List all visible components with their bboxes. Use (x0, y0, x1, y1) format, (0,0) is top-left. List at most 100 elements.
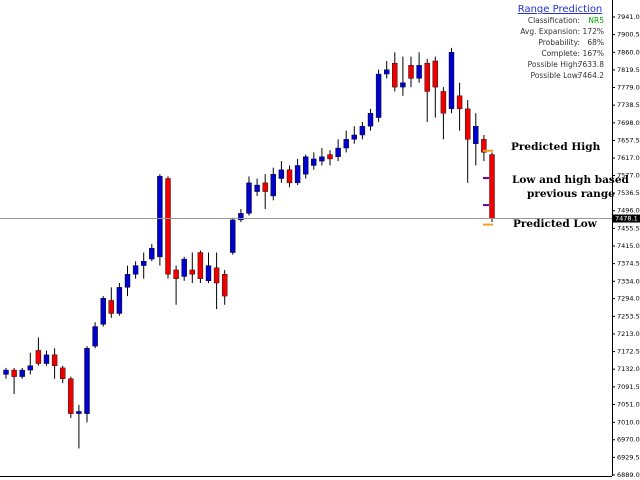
panel-value: NR5 (588, 16, 604, 25)
panel-label: Possible High: (528, 60, 580, 69)
candle-body (343, 139, 349, 149)
candle-body (359, 126, 366, 136)
candle-body (311, 158, 317, 166)
candle-body (181, 258, 187, 277)
candle-body (473, 126, 479, 144)
candle-body (262, 182, 268, 192)
last-price-label: 7478.1 (615, 215, 638, 223)
candle-body (246, 182, 252, 214)
candle-body (165, 178, 171, 275)
candle-body (481, 139, 487, 153)
candle-body (11, 369, 17, 377)
candle-body (19, 369, 25, 377)
y-tick-label: 7172.5 (617, 348, 640, 356)
y-tick-label: 6929.5 (617, 453, 640, 461)
candle-body (27, 365, 33, 371)
y-tick-label: 7010.0 (617, 418, 640, 426)
panel-label: Avg. Expansion: (520, 27, 580, 36)
y-tick-label: 7941.0 (617, 13, 640, 21)
panel-value: 7464.2 (578, 71, 604, 80)
candle-body (189, 269, 196, 275)
candle-body (140, 261, 147, 266)
annotation: Predicted High (511, 141, 601, 153)
candle-body (84, 348, 90, 414)
candle-body (278, 169, 285, 179)
y-tick-label: 7455.5 (617, 224, 640, 232)
panel-rows: Classification: NR5 Avg. Expansion: 172%Pro… (520, 16, 604, 80)
last-price-box (613, 214, 640, 223)
panel-title: Range Prediction (518, 4, 603, 15)
y-tick-label: 7334.0 (617, 277, 640, 285)
candle-body (68, 378, 74, 414)
candle-body (286, 169, 293, 184)
y-tick-label: 6970.0 (617, 436, 640, 444)
candle-body (221, 274, 228, 297)
y-tick-label: 7294.0 (617, 295, 640, 303)
info-panel (506, 0, 612, 84)
candle-body (440, 91, 447, 114)
panel-value: 167% (583, 49, 604, 58)
candle-body (116, 287, 123, 314)
y-tick-label: 7213.0 (617, 330, 640, 338)
panel-value: 7633.8 (578, 60, 604, 69)
candle-body (230, 219, 236, 253)
candle-body (197, 252, 204, 279)
panel-value: 68% (587, 38, 604, 47)
panel-value: 172% (583, 27, 604, 36)
candle-body (327, 154, 333, 160)
plot-area (0, 47, 612, 449)
y-tick-label: 7617.0 (617, 154, 640, 162)
candle-body (294, 165, 301, 184)
panel-label: Complete: (541, 49, 580, 58)
candle-body (384, 69, 390, 75)
y-tick-label: 7738.5 (617, 101, 640, 109)
y-tick-label: 7051.0 (617, 400, 640, 408)
y-tick-label: 7779.0 (617, 84, 640, 92)
candle-body (319, 156, 325, 162)
y-tick-label: 7496.0 (617, 207, 640, 215)
candle-body (254, 184, 260, 192)
candle-body (270, 173, 276, 197)
candle-body (132, 265, 139, 275)
candle-body (149, 247, 155, 260)
panel-label: Probability: (538, 38, 580, 47)
candle-body (367, 113, 374, 127)
y-tick-label: 7374.5 (617, 260, 640, 268)
candle-body (400, 82, 406, 88)
candle-body (60, 367, 66, 379)
candle-body (303, 156, 309, 175)
candle-body (392, 62, 398, 88)
candle-body (408, 65, 414, 79)
y-tick-label: 7819.5 (617, 66, 640, 74)
annotation: Low and high based (512, 174, 630, 186)
candle-body (157, 176, 163, 258)
candle-body (456, 95, 463, 110)
annotation: previous range (527, 188, 615, 200)
y-tick-label: 7415.0 (617, 242, 640, 250)
candle-body (35, 350, 42, 364)
y-tick-label: 7860.0 (617, 48, 640, 56)
candle-body (465, 108, 471, 140)
candle-body (489, 154, 495, 219)
candle-body (100, 298, 106, 325)
candle-body (448, 52, 455, 110)
panel-label: Possible Low: (531, 71, 580, 80)
candle-body (205, 265, 212, 282)
candle-body (173, 269, 179, 279)
candle-body (124, 274, 131, 288)
y-tick-label: 6889.0 (617, 471, 640, 479)
candle-body (335, 147, 341, 157)
y-tick-label: 7577.0 (617, 171, 640, 179)
candle-body (213, 267, 220, 284)
candle-body (351, 134, 357, 140)
candle-body (76, 411, 82, 414)
y-tick-label: 7091.5 (617, 383, 640, 391)
panel-label: Classification: (528, 16, 580, 25)
candle-body (43, 354, 50, 364)
candle-body (416, 65, 422, 79)
candle-body (375, 73, 382, 118)
candle-body (424, 62, 430, 92)
candle-body (238, 213, 244, 221)
y-tick-label: 7132.0 (617, 365, 640, 373)
